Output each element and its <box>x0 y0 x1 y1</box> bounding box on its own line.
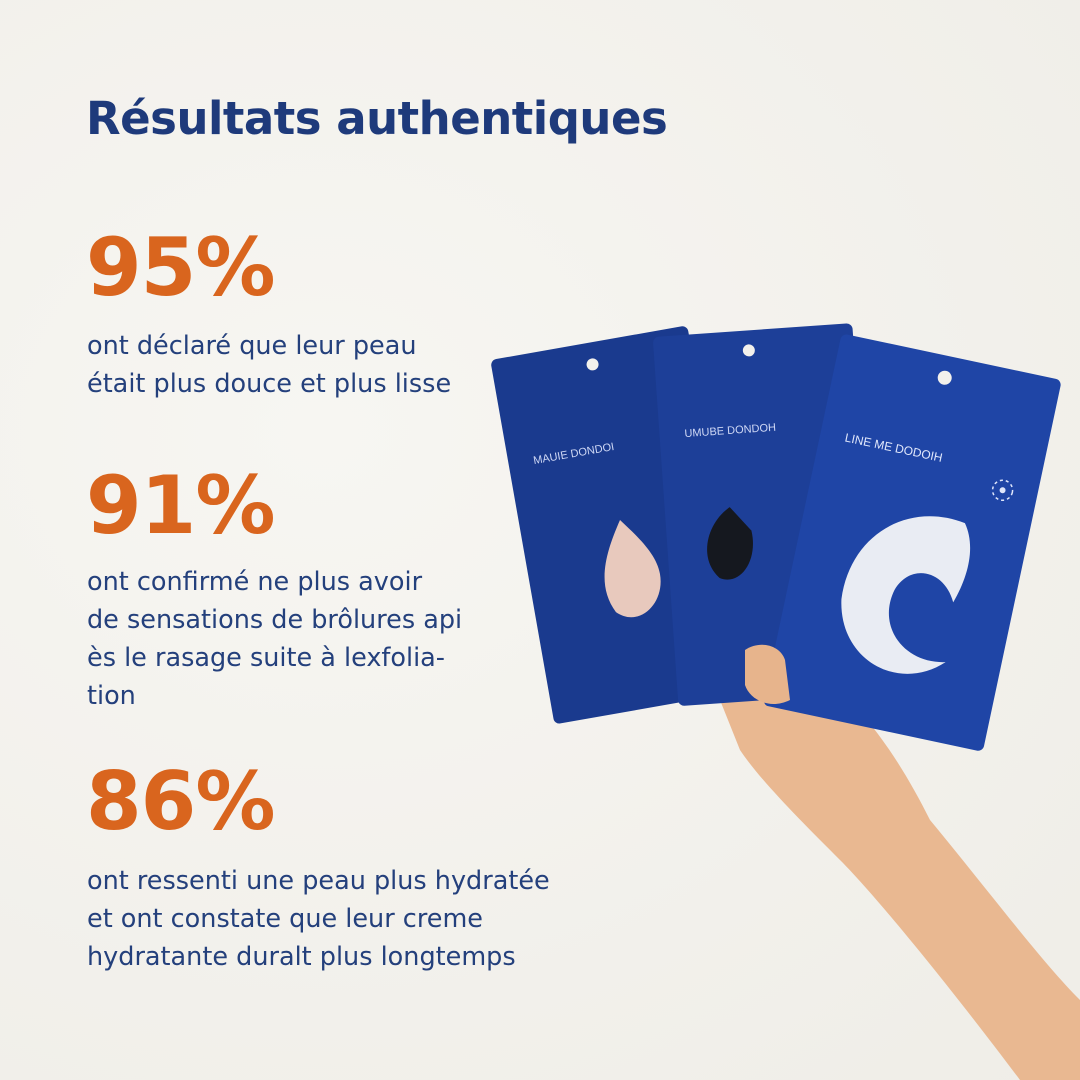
stat-value-86: 86% <box>86 755 275 848</box>
stat-value-95: 95% <box>86 221 275 314</box>
pouch-right: LINE ME DODOIH <box>763 334 1061 751</box>
stat-description-91: ont confirmé ne plus avoir de sensations… <box>87 567 463 711</box>
page-title: Résultats authentiques <box>86 92 668 145</box>
stat-description-95: ont déclaré que leur peau était plus dou… <box>87 331 452 399</box>
stat-value-91: 91% <box>86 459 275 552</box>
hand <box>720 647 1080 1080</box>
stat-description-86: ont ressenti une peau plus hydratée et o… <box>87 866 550 972</box>
